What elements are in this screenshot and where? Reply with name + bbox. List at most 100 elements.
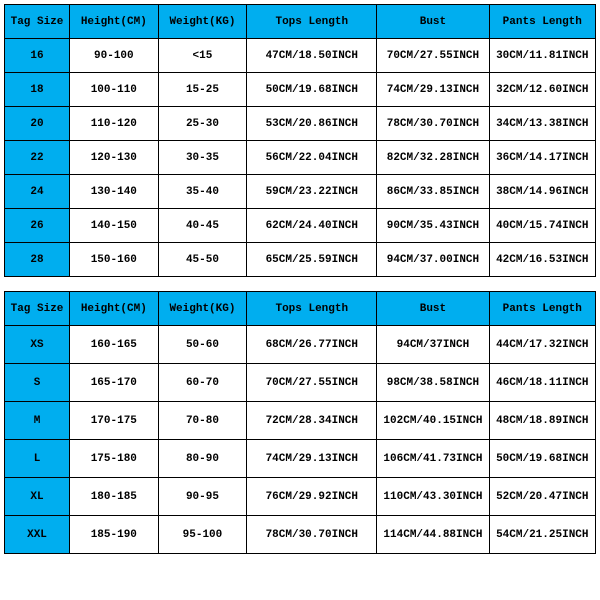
col-header-0: Tag Size <box>5 292 70 326</box>
data-cell: 106CM/41.73INCH <box>377 440 489 478</box>
data-cell: 15-25 <box>158 73 247 107</box>
table-row: 22120-13030-3556CM/22.04INCH82CM/32.28IN… <box>5 141 596 175</box>
data-cell: 90-95 <box>158 478 247 516</box>
data-cell: 90-100 <box>70 39 159 73</box>
tag-size-cell: 24 <box>5 175 70 209</box>
data-cell: 98CM/38.58INCH <box>377 364 489 402</box>
tag-size-cell: 16 <box>5 39 70 73</box>
data-cell: 94CM/37INCH <box>377 326 489 364</box>
data-cell: 40CM/15.74INCH <box>489 209 595 243</box>
col-header-4: Bust <box>377 5 489 39</box>
tag-size-cell: 22 <box>5 141 70 175</box>
col-header-2: Weight(KG) <box>158 292 247 326</box>
data-cell: 82CM/32.28INCH <box>377 141 489 175</box>
data-cell: 140-150 <box>70 209 159 243</box>
data-cell: 59CM/23.22INCH <box>247 175 377 209</box>
data-cell: 80-90 <box>158 440 247 478</box>
data-cell: 34CM/13.38INCH <box>489 107 595 141</box>
data-cell: 53CM/20.86INCH <box>247 107 377 141</box>
table-row: M170-17570-8072CM/28.34INCH102CM/40.15IN… <box>5 402 596 440</box>
data-cell: 46CM/18.11INCH <box>489 364 595 402</box>
tag-size-cell: L <box>5 440 70 478</box>
data-cell: 110-120 <box>70 107 159 141</box>
data-cell: 78CM/30.70INCH <box>247 516 377 554</box>
table-row: L175-18080-9074CM/29.13INCH106CM/41.73IN… <box>5 440 596 478</box>
data-cell: 76CM/29.92INCH <box>247 478 377 516</box>
table-row: 28150-16045-5065CM/25.59INCH94CM/37.00IN… <box>5 243 596 277</box>
data-cell: 150-160 <box>70 243 159 277</box>
data-cell: 48CM/18.89INCH <box>489 402 595 440</box>
table-row: 24130-14035-4059CM/23.22INCH86CM/33.85IN… <box>5 175 596 209</box>
data-cell: 38CM/14.96INCH <box>489 175 595 209</box>
data-cell: 30-35 <box>158 141 247 175</box>
data-cell: 72CM/28.34INCH <box>247 402 377 440</box>
data-cell: 114CM/44.88INCH <box>377 516 489 554</box>
col-header-1: Height(CM) <box>70 292 159 326</box>
tag-size-cell: XS <box>5 326 70 364</box>
data-cell: 130-140 <box>70 175 159 209</box>
col-header-0: Tag Size <box>5 5 70 39</box>
data-cell: 170-175 <box>70 402 159 440</box>
size-table-adults: Tag SizeHeight(CM)Weight(KG)Tops LengthB… <box>4 291 596 554</box>
data-cell: 70-80 <box>158 402 247 440</box>
data-cell: <15 <box>158 39 247 73</box>
data-cell: 74CM/29.13INCH <box>247 440 377 478</box>
data-cell: 185-190 <box>70 516 159 554</box>
data-cell: 120-130 <box>70 141 159 175</box>
data-cell: 62CM/24.40INCH <box>247 209 377 243</box>
col-header-3: Tops Length <box>247 5 377 39</box>
data-cell: 86CM/33.85INCH <box>377 175 489 209</box>
data-cell: 42CM/16.53INCH <box>489 243 595 277</box>
data-cell: 32CM/12.60INCH <box>489 73 595 107</box>
data-cell: 50CM/19.68INCH <box>489 440 595 478</box>
data-cell: 40-45 <box>158 209 247 243</box>
data-cell: 36CM/14.17INCH <box>489 141 595 175</box>
tag-size-cell: XL <box>5 478 70 516</box>
table-row: S165-17060-7070CM/27.55INCH98CM/38.58INC… <box>5 364 596 402</box>
size-table-kids: Tag SizeHeight(CM)Weight(KG)Tops LengthB… <box>4 4 596 277</box>
data-cell: 70CM/27.55INCH <box>377 39 489 73</box>
data-cell: 54CM/21.25INCH <box>489 516 595 554</box>
tag-size-cell: XXL <box>5 516 70 554</box>
tag-size-cell: 28 <box>5 243 70 277</box>
tag-size-cell: 26 <box>5 209 70 243</box>
table-row: XL180-18590-9576CM/29.92INCH110CM/43.30I… <box>5 478 596 516</box>
data-cell: 47CM/18.50INCH <box>247 39 377 73</box>
table-row: XS160-16550-6068CM/26.77INCH94CM/37INCH4… <box>5 326 596 364</box>
data-cell: 78CM/30.70INCH <box>377 107 489 141</box>
table-row: 1690-100<1547CM/18.50INCH70CM/27.55INCH3… <box>5 39 596 73</box>
tag-size-cell: 20 <box>5 107 70 141</box>
col-header-2: Weight(KG) <box>158 5 247 39</box>
data-cell: 68CM/26.77INCH <box>247 326 377 364</box>
data-cell: 165-170 <box>70 364 159 402</box>
table-gap <box>4 277 596 291</box>
data-cell: 52CM/20.47INCH <box>489 478 595 516</box>
data-cell: 70CM/27.55INCH <box>247 364 377 402</box>
data-cell: 110CM/43.30INCH <box>377 478 489 516</box>
data-cell: 65CM/25.59INCH <box>247 243 377 277</box>
data-cell: 175-180 <box>70 440 159 478</box>
table-row: XXL185-19095-10078CM/30.70INCH114CM/44.8… <box>5 516 596 554</box>
table-row: 26140-15040-4562CM/24.40INCH90CM/35.43IN… <box>5 209 596 243</box>
data-cell: 74CM/29.13INCH <box>377 73 489 107</box>
data-cell: 35-40 <box>158 175 247 209</box>
data-cell: 60-70 <box>158 364 247 402</box>
col-header-4: Bust <box>377 292 489 326</box>
data-cell: 100-110 <box>70 73 159 107</box>
data-cell: 94CM/37.00INCH <box>377 243 489 277</box>
header-row: Tag SizeHeight(CM)Weight(KG)Tops LengthB… <box>5 5 596 39</box>
table-row: 18100-11015-2550CM/19.68INCH74CM/29.13IN… <box>5 73 596 107</box>
data-cell: 30CM/11.81INCH <box>489 39 595 73</box>
tag-size-cell: 18 <box>5 73 70 107</box>
data-cell: 180-185 <box>70 478 159 516</box>
data-cell: 44CM/17.32INCH <box>489 326 595 364</box>
data-cell: 102CM/40.15INCH <box>377 402 489 440</box>
col-header-3: Tops Length <box>247 292 377 326</box>
col-header-5: Pants Length <box>489 292 595 326</box>
data-cell: 25-30 <box>158 107 247 141</box>
tag-size-cell: M <box>5 402 70 440</box>
data-cell: 56CM/22.04INCH <box>247 141 377 175</box>
data-cell: 50CM/19.68INCH <box>247 73 377 107</box>
col-header-1: Height(CM) <box>70 5 159 39</box>
data-cell: 95-100 <box>158 516 247 554</box>
